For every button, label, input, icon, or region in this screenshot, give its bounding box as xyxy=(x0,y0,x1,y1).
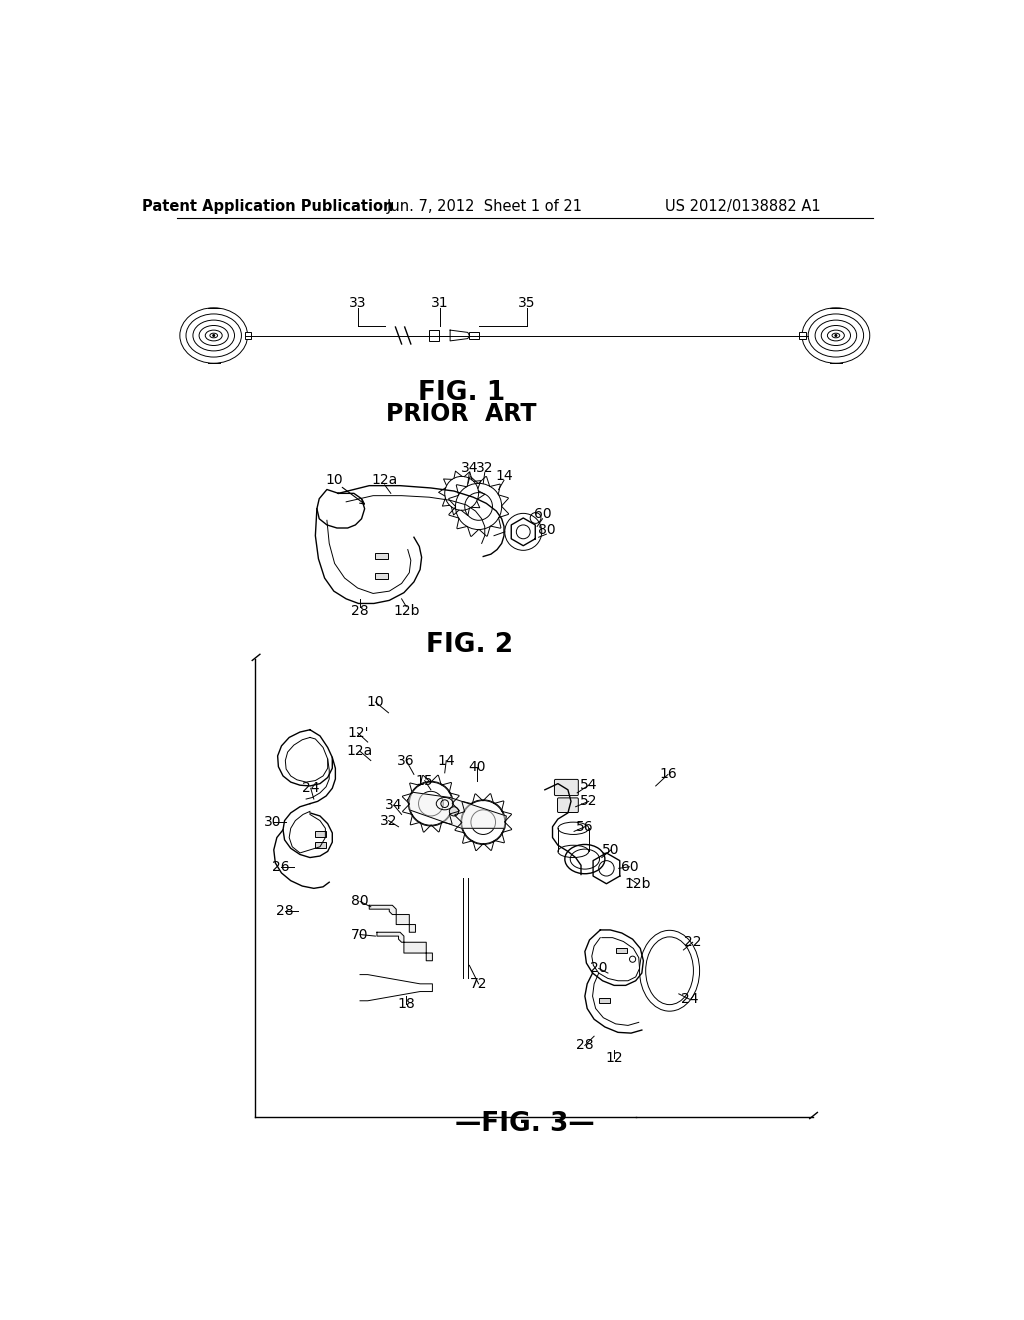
Text: FIG. 1: FIG. 1 xyxy=(418,380,505,407)
Text: 10: 10 xyxy=(367,696,384,709)
Bar xyxy=(799,333,806,339)
Text: 22: 22 xyxy=(684,936,701,949)
Text: 12a: 12a xyxy=(347,744,373,758)
Text: 26: 26 xyxy=(272,859,290,874)
Text: 28: 28 xyxy=(275,904,293,919)
Text: 72: 72 xyxy=(470,977,487,991)
Text: 56: 56 xyxy=(577,820,594,834)
Bar xyxy=(315,832,326,837)
Text: 35: 35 xyxy=(518,296,536,310)
Circle shape xyxy=(212,334,215,337)
Bar xyxy=(599,998,610,1003)
Text: 20: 20 xyxy=(590,961,607,975)
Text: 60: 60 xyxy=(534,507,551,521)
Text: 24: 24 xyxy=(302,781,319,795)
Bar xyxy=(429,330,438,341)
Bar xyxy=(245,333,252,339)
Text: 18: 18 xyxy=(397,997,415,1011)
Text: 80: 80 xyxy=(351,895,369,908)
Text: 12': 12' xyxy=(347,726,369,739)
Text: 36: 36 xyxy=(397,754,415,767)
Bar xyxy=(469,331,479,339)
Text: 31: 31 xyxy=(431,296,449,310)
Polygon shape xyxy=(370,906,416,932)
Text: 52: 52 xyxy=(580,795,597,808)
Bar xyxy=(376,553,388,558)
Text: 14: 14 xyxy=(437,754,455,767)
Text: 10: 10 xyxy=(326,474,343,487)
Text: 50: 50 xyxy=(602,843,620,857)
Text: 30: 30 xyxy=(264,816,282,829)
Polygon shape xyxy=(377,932,432,961)
Text: 40: 40 xyxy=(468,760,485,774)
Text: 15: 15 xyxy=(416,774,433,788)
Text: 12a: 12a xyxy=(372,474,397,487)
Text: 34: 34 xyxy=(461,461,478,475)
FancyBboxPatch shape xyxy=(554,779,579,796)
Text: 80: 80 xyxy=(538,523,555,536)
Circle shape xyxy=(450,807,459,816)
Text: Patent Application Publication: Patent Application Publication xyxy=(142,198,393,214)
Text: FIG. 2: FIG. 2 xyxy=(426,632,513,659)
Text: 12b: 12b xyxy=(393,605,420,618)
Text: 54: 54 xyxy=(580,779,597,792)
Text: —FIG. 3—: —FIG. 3— xyxy=(455,1111,595,1137)
Text: 32: 32 xyxy=(380,813,397,828)
Text: Jun. 7, 2012  Sheet 1 of 21: Jun. 7, 2012 Sheet 1 of 21 xyxy=(387,198,583,214)
Circle shape xyxy=(835,334,838,337)
Polygon shape xyxy=(408,792,506,829)
Text: 14: 14 xyxy=(496,469,513,483)
Text: 28: 28 xyxy=(351,605,369,618)
Text: 60: 60 xyxy=(621,859,638,874)
Bar xyxy=(615,948,628,953)
Text: 32: 32 xyxy=(476,461,494,475)
Text: 34: 34 xyxy=(385,799,402,812)
Text: 70: 70 xyxy=(351,928,369,941)
Text: US 2012/0138882 A1: US 2012/0138882 A1 xyxy=(665,198,820,214)
Text: 12b: 12b xyxy=(624,876,650,891)
Text: 24: 24 xyxy=(681,993,698,1006)
Text: 16: 16 xyxy=(659,767,677,781)
Text: 33: 33 xyxy=(349,296,367,310)
Bar xyxy=(376,573,388,578)
Text: 28: 28 xyxy=(577,1039,594,1052)
FancyBboxPatch shape xyxy=(557,797,579,813)
Text: 12: 12 xyxy=(605,1051,623,1065)
Text: PRIOR  ART: PRIOR ART xyxy=(386,403,537,426)
Bar xyxy=(315,842,326,847)
